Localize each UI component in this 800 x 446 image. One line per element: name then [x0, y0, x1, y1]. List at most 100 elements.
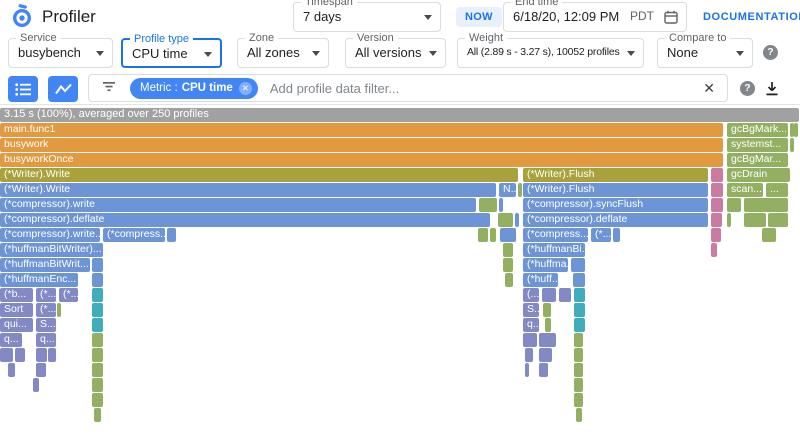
flame-bar[interactable]: [744, 198, 788, 212]
flame-bar[interactable]: (*huffmanBitWrit...: [0, 258, 90, 272]
flame-bar[interactable]: [525, 348, 533, 362]
flame-bar[interactable]: (*huffmanBitWriter)...: [0, 243, 103, 257]
flame-bar[interactable]: (*b...: [0, 288, 33, 302]
list-view-button[interactable]: [8, 76, 38, 102]
flame-bar[interactable]: (*...: [591, 228, 611, 242]
flame-bar[interactable]: [503, 258, 513, 272]
chip-close-icon[interactable]: ✕: [238, 81, 252, 95]
flame-bar[interactable]: [574, 303, 585, 317]
flame-bar[interactable]: [478, 228, 488, 242]
documentation-link[interactable]: DOCUMENTATION: [703, 11, 800, 23]
flame-bar[interactable]: [574, 378, 583, 392]
flame-bar[interactable]: (*Writer).Write: [0, 183, 496, 197]
flame-bar[interactable]: [559, 288, 571, 302]
flame-bar[interactable]: q...: [36, 333, 56, 347]
flame-bar[interactable]: systemst...: [727, 138, 788, 152]
flame-bar[interactable]: [94, 408, 101, 422]
flame-bar[interactable]: [711, 183, 723, 197]
flame-bar[interactable]: [768, 213, 788, 227]
flame-bar[interactable]: (*huffmanBi...: [523, 243, 585, 257]
flame-bar[interactable]: (*compress...: [523, 228, 588, 242]
flame-bar[interactable]: ...: [766, 183, 788, 197]
flame-bar[interactable]: N...: [499, 183, 516, 197]
end-time-field[interactable]: End time 6/18/20, 12:09 PM PDT: [503, 0, 687, 32]
flame-bar[interactable]: [711, 213, 722, 227]
version-select[interactable]: Version All versions: [345, 32, 446, 68]
flame-bar[interactable]: [500, 228, 516, 242]
flame-bar[interactable]: [479, 198, 497, 212]
flame-bar[interactable]: [574, 363, 583, 377]
flame-bar[interactable]: scan...: [727, 183, 763, 197]
flame-bar[interactable]: [574, 318, 585, 332]
flame-bar[interactable]: [92, 393, 103, 407]
flame-bar[interactable]: (*compressor).write...: [0, 228, 100, 242]
flame-bar[interactable]: [499, 198, 503, 212]
flame-bar[interactable]: [573, 273, 585, 287]
flame-bar[interactable]: (*compressor).deflate: [0, 213, 490, 227]
flame-bar[interactable]: [48, 348, 56, 362]
flame-bar[interactable]: [790, 123, 794, 137]
flame-bar[interactable]: [92, 273, 103, 287]
flame-bar[interactable]: main.func1: [0, 123, 723, 137]
flame-bar[interactable]: [576, 408, 582, 422]
flame-bar[interactable]: (*compressor).deflate: [523, 213, 708, 227]
flame-bar[interactable]: [543, 303, 551, 317]
help-icon[interactable]: ?: [740, 81, 755, 96]
flame-bar[interactable]: [727, 198, 741, 212]
service-select[interactable]: Service busybench: [8, 32, 113, 68]
flame-bar[interactable]: [167, 228, 176, 242]
flame-bar[interactable]: [15, 348, 25, 362]
metric-filter-chip[interactable]: Metric : CPU time ✕: [130, 77, 258, 99]
flame-bar[interactable]: S...: [523, 303, 539, 317]
flame-bar[interactable]: [711, 243, 717, 257]
flame-bar[interactable]: [8, 363, 15, 377]
flame-bar[interactable]: qui...: [0, 318, 33, 332]
flame-bar[interactable]: (*Writer).Flush: [523, 168, 708, 182]
flame-bar[interactable]: (*...: [59, 288, 78, 302]
flame-bar[interactable]: [505, 273, 513, 287]
flame-bar[interactable]: (*...: [36, 288, 56, 302]
flame-bar[interactable]: [33, 378, 39, 392]
flame-bar[interactable]: [574, 348, 583, 362]
flame-bar[interactable]: [571, 258, 585, 272]
flame-bar[interactable]: (*compress...: [103, 228, 165, 242]
flame-summary-bar[interactable]: 3.15 s (100%), averaged over 250 profile…: [0, 108, 799, 122]
flame-bar[interactable]: [542, 288, 556, 302]
flame-bar[interactable]: [539, 348, 552, 362]
flame-bar[interactable]: [613, 228, 620, 242]
flame-bar[interactable]: [545, 318, 551, 332]
flame-bar[interactable]: [92, 258, 103, 272]
flame-bar[interactable]: [515, 213, 519, 227]
flame-bar[interactable]: [36, 348, 47, 362]
flame-bar[interactable]: [539, 363, 548, 377]
flame-bar[interactable]: gcBgMar...: [727, 153, 788, 167]
flame-bar[interactable]: q...: [523, 318, 539, 332]
flame-bar[interactable]: q...: [0, 333, 22, 347]
flame-bar[interactable]: [92, 303, 103, 317]
flame-bar[interactable]: [518, 183, 522, 197]
flame-bar[interactable]: [574, 288, 585, 302]
zone-select[interactable]: Zone All zones: [237, 32, 329, 68]
flame-bar[interactable]: [711, 228, 721, 242]
profile-type-select[interactable]: Profile type CPU time: [121, 33, 222, 68]
flame-bar[interactable]: [711, 198, 723, 212]
timespan-select[interactable]: Timespan 7 days: [293, 0, 441, 32]
flame-bar[interactable]: (*huffmanEnc...: [0, 273, 78, 287]
flame-bar[interactable]: [539, 333, 556, 347]
flame-bar[interactable]: [790, 138, 794, 152]
download-icon[interactable]: [764, 80, 780, 102]
flame-bar[interactable]: [92, 378, 103, 392]
filter-input[interactable]: [269, 80, 704, 96]
flame-bar[interactable]: [0, 348, 13, 362]
flame-bar[interactable]: [92, 333, 103, 347]
flame-bar[interactable]: (*huff...: [523, 273, 558, 287]
flame-bar[interactable]: [92, 363, 103, 377]
flame-bar[interactable]: [36, 363, 46, 377]
flame-bar[interactable]: [503, 243, 513, 257]
flame-bar[interactable]: [794, 123, 798, 137]
flame-bar[interactable]: [92, 348, 103, 362]
flame-bar[interactable]: [574, 393, 583, 407]
flame-bar[interactable]: (*Writer).Flush: [523, 183, 708, 197]
flame-bar[interactable]: (*huffma...: [523, 258, 568, 272]
flame-bar[interactable]: gcBgMark...: [727, 123, 788, 137]
